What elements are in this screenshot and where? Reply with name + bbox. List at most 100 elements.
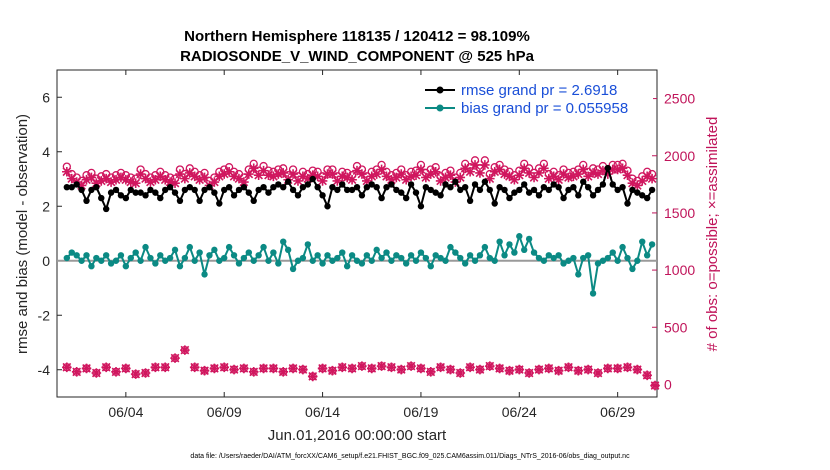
obs-assimilated-marker: [396, 169, 407, 179]
rmse-point: [634, 189, 641, 196]
low-obs-assimilated-marker: [603, 363, 613, 374]
obs-assimilated-marker: [401, 174, 411, 185]
bias-point: [299, 254, 307, 262]
rmse-point: [388, 181, 395, 188]
obs-assimilated-marker: [293, 176, 303, 186]
bias-point: [107, 260, 115, 267]
x-axis-ticks: 06/04 06/09 06/14 06/19 06/24 06/29: [108, 70, 635, 420]
bias-point: [211, 246, 218, 254]
low-obs-assimilated-marker: [111, 367, 121, 377]
bias-point: [93, 254, 100, 262]
rmse-point: [540, 183, 548, 191]
obs-assimilated-marker: [553, 174, 564, 185]
low-obs-assimilated-marker: [258, 363, 269, 374]
rmse-point: [270, 183, 277, 191]
bias-point: [221, 254, 228, 262]
obs-assimilated-marker: [332, 176, 343, 186]
low-obs-assimilated-marker: [180, 345, 190, 355]
bias-point: [157, 252, 164, 259]
obs-assimilated-marker: [371, 169, 382, 179]
obs-assimilated-marker: [583, 171, 593, 182]
y-right-tick-label: 2000: [664, 148, 695, 164]
obs-assimilated-marker: [312, 171, 323, 182]
bias-point: [270, 249, 277, 256]
low-obs-assimilated-marker: [622, 362, 633, 373]
rmse-point: [284, 178, 292, 185]
rmse-point: [393, 186, 400, 194]
rmse-point: [452, 178, 459, 185]
bias-point: [122, 263, 130, 270]
bias-point: [393, 252, 400, 259]
obs-assimilated-marker: [470, 160, 480, 170]
bias-point: [511, 249, 518, 256]
bias-point: [594, 260, 602, 267]
low-obs-assimilated-marker: [494, 363, 505, 374]
bias-point: [324, 252, 331, 259]
bias-point: [407, 252, 415, 259]
bias-point: [132, 249, 139, 256]
low-obs-assimilated-marker: [347, 363, 357, 374]
x-tick-label: 06/09: [207, 404, 242, 420]
low-obs-assimilated-marker: [239, 363, 249, 374]
rmse-point: [383, 183, 390, 191]
rmse-point: [506, 194, 513, 202]
obs-assimilated-marker: [558, 169, 569, 179]
bias-point: [398, 254, 405, 262]
low-obs-assimilated-marker: [376, 361, 387, 371]
rmse-point: [280, 183, 287, 191]
bias-point: [102, 252, 110, 259]
bias-point: [506, 241, 513, 248]
rmse-point: [432, 189, 439, 196]
bias-point: [575, 271, 582, 278]
obs-assimilated-marker: [386, 174, 397, 185]
low-obs-assimilated-marker: [140, 368, 151, 378]
obs-assimilated-marker: [366, 171, 377, 182]
bias-point: [417, 249, 425, 256]
obs-assimilated-marker: [455, 172, 466, 183]
bias-point: [540, 257, 548, 264]
rmse-point: [275, 181, 282, 188]
chart-title-line2: RADIOSONDE_V_WIND_COMPONENT @ 525 hPa: [180, 48, 535, 65]
obs-assimilated-marker: [524, 168, 534, 178]
bias-point: [191, 257, 198, 264]
rmse-point: [555, 183, 562, 191]
y-right-axis-label: # of obs: o=possible; ×=assimilated: [704, 117, 721, 352]
bias-point: [147, 254, 154, 262]
rmse-point: [68, 183, 75, 191]
obs-assimilated-marker: [229, 171, 239, 182]
bias-point: [521, 246, 528, 254]
rmse-point: [161, 186, 169, 194]
bias-point: [466, 252, 474, 259]
rmse-point: [339, 181, 346, 188]
low-obs-assimilated-marker: [121, 363, 131, 374]
obs-assimilated-marker: [234, 173, 244, 184]
bias-point: [432, 252, 439, 259]
obs-assimilated-marker: [465, 166, 475, 177]
low-obs-assimilated-marker: [219, 362, 230, 373]
obs-assimilated-marker: [150, 174, 161, 185]
obs-assimilated-marker: [406, 171, 416, 182]
rmse-point: [88, 186, 95, 194]
obs-assimilated-marker: [612, 164, 623, 175]
rmse-point: [368, 181, 375, 188]
obs-assimilated-marker: [539, 163, 549, 174]
bias-point: [412, 257, 420, 264]
rmse-point: [181, 186, 189, 194]
obs-assimilated-marker: [548, 171, 559, 182]
obs-assimilated-marker: [322, 169, 333, 179]
rmse-point: [442, 181, 449, 188]
obs-assimilated-marker: [140, 173, 151, 184]
rmse-point: [457, 186, 464, 194]
chart-title-line1: Northern Hemisphere 118135 / 120412 = 98…: [184, 28, 530, 45]
low-obs-assimilated-marker: [357, 361, 367, 371]
obs-assimilated-marker: [273, 169, 284, 179]
rmse-point: [304, 181, 312, 188]
low-obs-assimilated-marker: [514, 364, 525, 375]
bias-point: [570, 254, 577, 262]
x-tick-label: 06/24: [502, 404, 537, 420]
obs-assimilated-marker: [135, 169, 146, 179]
rmse-point: [447, 183, 454, 191]
bias-point: [343, 263, 351, 270]
x-tick-label: 06/14: [305, 404, 340, 420]
rmse-point: [466, 197, 474, 204]
